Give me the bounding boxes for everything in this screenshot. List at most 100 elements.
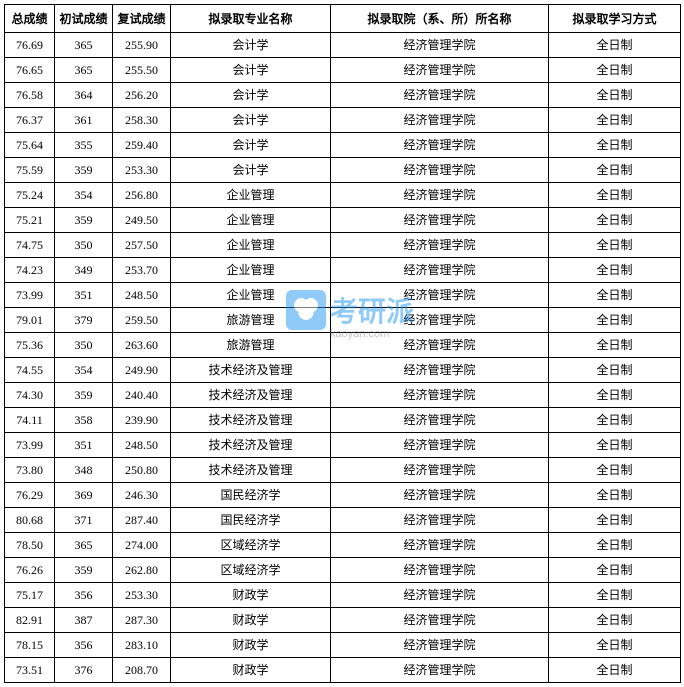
table-cell: 全日制 bbox=[549, 533, 681, 558]
table-cell: 全日制 bbox=[549, 33, 681, 58]
table-cell: 253.30 bbox=[113, 158, 171, 183]
table-cell: 全日制 bbox=[549, 383, 681, 408]
table-body: 76.69365255.90会计学经济管理学院全日制76.65365255.50… bbox=[5, 33, 681, 683]
table-header: 总成绩 初试成绩 复试成绩 拟录取专业名称 拟录取院（系、所）所名称 拟录取学习… bbox=[5, 5, 681, 33]
table-cell: 会计学 bbox=[171, 83, 331, 108]
table-cell: 82.91 bbox=[5, 608, 55, 633]
table-cell: 全日制 bbox=[549, 408, 681, 433]
table-cell: 全日制 bbox=[549, 658, 681, 683]
table-cell: 经济管理学院 bbox=[331, 333, 549, 358]
table-cell: 全日制 bbox=[549, 108, 681, 133]
table-cell: 经济管理学院 bbox=[331, 33, 549, 58]
table-cell: 技术经济及管理 bbox=[171, 408, 331, 433]
table-cell: 387 bbox=[55, 608, 113, 633]
table-cell: 371 bbox=[55, 508, 113, 533]
table-cell: 283.10 bbox=[113, 633, 171, 658]
table-cell: 全日制 bbox=[549, 208, 681, 233]
table-cell: 会计学 bbox=[171, 158, 331, 183]
table-cell: 经济管理学院 bbox=[331, 658, 549, 683]
table-cell: 351 bbox=[55, 283, 113, 308]
table-cell: 258.30 bbox=[113, 108, 171, 133]
table-cell: 会计学 bbox=[171, 58, 331, 83]
table-cell: 259.40 bbox=[113, 133, 171, 158]
table-row: 74.75350257.50企业管理经济管理学院全日制 bbox=[5, 233, 681, 258]
table-cell: 企业管理 bbox=[171, 208, 331, 233]
table-cell: 76.29 bbox=[5, 483, 55, 508]
table-cell: 经济管理学院 bbox=[331, 83, 549, 108]
table-cell: 74.23 bbox=[5, 258, 55, 283]
table-row: 76.26359262.80区域经济学经济管理学院全日制 bbox=[5, 558, 681, 583]
table-cell: 全日制 bbox=[549, 83, 681, 108]
table-cell: 359 bbox=[55, 208, 113, 233]
table-cell: 经济管理学院 bbox=[331, 233, 549, 258]
table-cell: 365 bbox=[55, 33, 113, 58]
table-cell: 356 bbox=[55, 583, 113, 608]
table-cell: 73.80 bbox=[5, 458, 55, 483]
table-cell: 350 bbox=[55, 333, 113, 358]
table-cell: 企业管理 bbox=[171, 283, 331, 308]
table-row: 76.37361258.30会计学经济管理学院全日制 bbox=[5, 108, 681, 133]
table-cell: 旅游管理 bbox=[171, 308, 331, 333]
table-cell: 区域经济学 bbox=[171, 558, 331, 583]
table-cell: 361 bbox=[55, 108, 113, 133]
table-cell: 经济管理学院 bbox=[331, 283, 549, 308]
table-cell: 358 bbox=[55, 408, 113, 433]
table-cell: 国民经济学 bbox=[171, 483, 331, 508]
admission-table: 总成绩 初试成绩 复试成绩 拟录取专业名称 拟录取院（系、所）所名称 拟录取学习… bbox=[4, 4, 681, 683]
table-cell: 80.68 bbox=[5, 508, 55, 533]
table-cell: 国民经济学 bbox=[171, 508, 331, 533]
table-cell: 74.11 bbox=[5, 408, 55, 433]
table-row: 75.24354256.80企业管理经济管理学院全日制 bbox=[5, 183, 681, 208]
table-cell: 全日制 bbox=[549, 333, 681, 358]
table-cell: 75.59 bbox=[5, 158, 55, 183]
table-cell: 74.30 bbox=[5, 383, 55, 408]
table-cell: 全日制 bbox=[549, 258, 681, 283]
table-cell: 经济管理学院 bbox=[331, 633, 549, 658]
table-row: 73.51376208.70财政学经济管理学院全日制 bbox=[5, 658, 681, 683]
table-row: 74.30359240.40技术经济及管理经济管理学院全日制 bbox=[5, 383, 681, 408]
header-row: 总成绩 初试成绩 复试成绩 拟录取专业名称 拟录取院（系、所）所名称 拟录取学习… bbox=[5, 5, 681, 33]
table-cell: 全日制 bbox=[549, 583, 681, 608]
table-cell: 企业管理 bbox=[171, 183, 331, 208]
table-cell: 财政学 bbox=[171, 583, 331, 608]
table-row: 80.68371287.40国民经济学经济管理学院全日制 bbox=[5, 508, 681, 533]
header-department: 拟录取院（系、所）所名称 bbox=[331, 5, 549, 33]
table-row: 76.29369246.30国民经济学经济管理学院全日制 bbox=[5, 483, 681, 508]
table-cell: 经济管理学院 bbox=[331, 608, 549, 633]
table-row: 75.17356253.30财政学经济管理学院全日制 bbox=[5, 583, 681, 608]
table-cell: 技术经济及管理 bbox=[171, 358, 331, 383]
table-cell: 经济管理学院 bbox=[331, 408, 549, 433]
table-row: 73.99351248.50企业管理经济管理学院全日制 bbox=[5, 283, 681, 308]
table-row: 76.69365255.90会计学经济管理学院全日制 bbox=[5, 33, 681, 58]
table-cell: 全日制 bbox=[549, 458, 681, 483]
table-cell: 262.80 bbox=[113, 558, 171, 583]
table-cell: 73.99 bbox=[5, 433, 55, 458]
table-cell: 369 bbox=[55, 483, 113, 508]
table-cell: 351 bbox=[55, 433, 113, 458]
table-cell: 350 bbox=[55, 233, 113, 258]
table-cell: 经济管理学院 bbox=[331, 483, 549, 508]
table-cell: 365 bbox=[55, 533, 113, 558]
table-cell: 财政学 bbox=[171, 608, 331, 633]
table-cell: 76.37 bbox=[5, 108, 55, 133]
table-cell: 全日制 bbox=[549, 433, 681, 458]
table-cell: 75.36 bbox=[5, 333, 55, 358]
table-cell: 255.50 bbox=[113, 58, 171, 83]
table-cell: 技术经济及管理 bbox=[171, 383, 331, 408]
table-cell: 287.30 bbox=[113, 608, 171, 633]
table-cell: 全日制 bbox=[549, 608, 681, 633]
table-row: 73.80348250.80技术经济及管理经济管理学院全日制 bbox=[5, 458, 681, 483]
table-cell: 250.80 bbox=[113, 458, 171, 483]
table-cell: 79.01 bbox=[5, 308, 55, 333]
table-cell: 经济管理学院 bbox=[331, 433, 549, 458]
header-study-mode: 拟录取学习方式 bbox=[549, 5, 681, 33]
table-row: 75.21359249.50企业管理经济管理学院全日制 bbox=[5, 208, 681, 233]
table-cell: 364 bbox=[55, 83, 113, 108]
table-cell: 287.40 bbox=[113, 508, 171, 533]
table-cell: 区域经济学 bbox=[171, 533, 331, 558]
table-cell: 经济管理学院 bbox=[331, 358, 549, 383]
table-cell: 376 bbox=[55, 658, 113, 683]
table-cell: 全日制 bbox=[549, 633, 681, 658]
table-cell: 253.30 bbox=[113, 583, 171, 608]
table-cell: 256.20 bbox=[113, 83, 171, 108]
